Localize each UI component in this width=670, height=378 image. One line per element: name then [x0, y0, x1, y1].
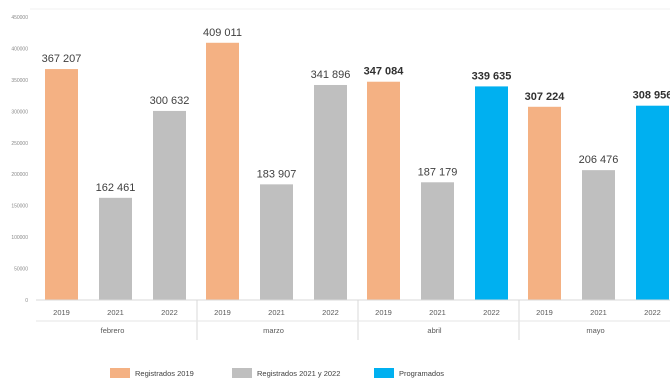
x-group-label-marzo: marzo — [263, 326, 284, 335]
legend-label-registrados_2019: Registrados 2019 — [135, 369, 194, 378]
legend-swatch-programados — [374, 368, 394, 378]
legend: Registrados 2019 Registrados 2021 y 2022 P… — [110, 368, 444, 378]
x-tick-year: 2019 — [536, 308, 553, 317]
bar-marzo-2021 — [260, 184, 293, 300]
data-label-marzo-2019: 409 011 — [203, 27, 242, 39]
x-tick-year: 2021 — [107, 308, 124, 317]
x-tick-year: 2021 — [268, 308, 285, 317]
y-tick-label: 300000 — [11, 109, 28, 115]
y-tick-label: 100000 — [11, 235, 28, 241]
x-tick-year: 2021 — [429, 308, 446, 317]
y-tick-label: 0 — [25, 298, 28, 304]
x-tick-year: 2022 — [322, 308, 339, 317]
bar-abril-2022 — [475, 86, 508, 301]
data-label-febrero-2019: 367 207 — [42, 53, 82, 65]
x-tick-year: 2019 — [53, 308, 70, 317]
data-label-abril-2019: 347 084 — [364, 66, 405, 78]
data-label-febrero-2021: 162 461 — [96, 182, 136, 194]
bar-abril-2021 — [421, 182, 454, 300]
data-label-mayo-2022: 308 956 — [633, 90, 670, 102]
data-label-abril-2021: 187 179 — [418, 166, 458, 178]
y-tick-label: 150000 — [11, 204, 28, 210]
bar-mayo-2022 — [636, 105, 669, 300]
bar-febrero-2021 — [99, 197, 132, 300]
y-tick-label: 200000 — [11, 172, 28, 178]
y-tick-label: 450000 — [11, 15, 28, 21]
y-tick-label: 350000 — [11, 78, 28, 84]
bars: 367 207 162 461 300 632 409 011 183 907 341 8… — [42, 27, 670, 301]
legend-label-programados: Programados — [399, 369, 444, 378]
data-label-abril-2022: 339 635 — [472, 70, 512, 82]
legend-swatch-registrados_2021_2022 — [232, 368, 252, 378]
y-tick-label: 50000 — [14, 267, 28, 273]
bar-abril-2019 — [367, 81, 400, 300]
x-tick-year: 2019 — [214, 308, 231, 317]
bar-febrero-2019 — [45, 69, 78, 300]
x-group-label-febrero: febrero — [101, 326, 125, 335]
legend-swatch-registrados_2019 — [110, 368, 130, 378]
bar-marzo-2022 — [314, 84, 347, 300]
x-tick-year: 2022 — [161, 308, 178, 317]
x-tick-year: 2019 — [375, 308, 392, 317]
legend-label-registrados_2021_2022: Registrados 2021 y 2022 — [257, 369, 340, 378]
x-tick-year: 2022 — [644, 308, 661, 317]
data-label-mayo-2019: 307 224 — [525, 91, 566, 103]
bar-mayo-2021 — [582, 170, 615, 300]
x-tick-year: 2021 — [590, 308, 607, 317]
x-tick-year: 2022 — [483, 308, 500, 317]
data-label-mayo-2021: 206 476 — [579, 154, 619, 166]
bar-febrero-2022 — [153, 110, 186, 300]
data-label-febrero-2022: 300 632 — [150, 95, 190, 107]
x-group-label-mayo: mayo — [586, 326, 604, 335]
data-label-marzo-2022: 341 896 — [311, 69, 351, 81]
y-tick-label: 400000 — [11, 46, 28, 52]
y-tick-label: 250000 — [11, 141, 28, 147]
data-label-marzo-2021: 183 907 — [257, 168, 297, 180]
bar-mayo-2019 — [528, 106, 561, 300]
y-axis: 0 50000 100000 150000 200000 250000 300000 3500… — [11, 15, 28, 304]
x-group-label-abril: abril — [427, 326, 442, 335]
bar-marzo-2019 — [206, 42, 239, 300]
x-axis: 2019 2021 2022 febrero 2019 2021 2022 marzo 2019… — [36, 299, 670, 340]
